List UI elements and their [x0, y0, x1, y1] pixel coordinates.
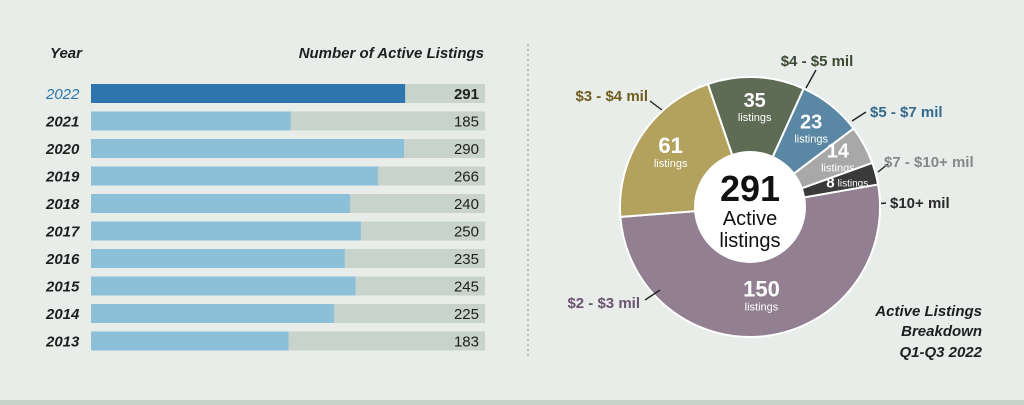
- center-total-value: 291: [720, 168, 780, 209]
- bar-value-label: 290: [454, 141, 479, 158]
- donut-hole: [694, 151, 806, 263]
- slice-value-label: 14: [827, 140, 850, 162]
- bar-value-label: 250: [454, 224, 479, 241]
- bar-value-label: 266: [454, 169, 479, 186]
- center-label-line-1: Active: [723, 208, 777, 230]
- slice-unit-label: listings: [838, 178, 869, 189]
- center-label-line-2: listings: [719, 230, 780, 252]
- callout-line: [805, 69, 817, 89]
- slice-unit-label: listings: [794, 133, 828, 145]
- bar-2014: [91, 304, 334, 323]
- year-label: 2014: [45, 306, 80, 323]
- bar-value-label: 245: [454, 279, 479, 296]
- bar-2017: [91, 221, 361, 241]
- year-column-header: Year: [50, 45, 83, 62]
- slice-unit-label: listings: [654, 158, 688, 170]
- callout-line: [877, 163, 889, 173]
- year-label: 2015: [45, 279, 80, 296]
- bar-chart: 2022 291 2021 185 2020 290 2019 266 2018 240 2017 2…: [45, 84, 485, 351]
- bar-value-label: 225: [454, 306, 479, 323]
- year-label: 2021: [45, 114, 79, 131]
- year-label: 2018: [45, 196, 80, 213]
- year-label: 2020: [45, 141, 80, 158]
- bar-value-label: 240: [454, 196, 479, 213]
- slice-category-label: $3 - $4 mil: [575, 88, 648, 105]
- slice-value-label: 150: [743, 276, 780, 301]
- slice-value-label: 35: [744, 90, 766, 112]
- caption-line-3: Q1-Q3 2022: [899, 344, 982, 361]
- bottom-rule: [0, 400, 1024, 405]
- slice-category-label: $5 - $7 mil: [870, 104, 943, 121]
- caption-line-1: Active Listings: [874, 303, 982, 320]
- bar-2022: [91, 84, 406, 103]
- bar-value-label: 185: [454, 114, 479, 131]
- year-label: 2013: [45, 334, 80, 351]
- listings-column-header: Number of Active Listings: [299, 45, 484, 62]
- bar-value-label: 235: [454, 251, 479, 268]
- bar-value-label: 291: [454, 86, 479, 103]
- bar-2013: [91, 331, 289, 351]
- slice-unit-label: listings: [745, 301, 779, 313]
- bar-2016: [91, 249, 345, 268]
- slice-value-label: 61: [658, 133, 682, 158]
- callout-line: [644, 289, 661, 301]
- year-label: 2017: [45, 224, 80, 241]
- caption-line-2: Breakdown: [901, 323, 982, 340]
- year-label: 2016: [45, 251, 80, 268]
- bar-2015: [91, 276, 356, 296]
- callout-line: [851, 111, 867, 122]
- bar-2020: [91, 139, 405, 158]
- donut-slice: [706, 76, 806, 210]
- bar-2019: [91, 166, 379, 186]
- slice-category-label: $2 - $3 mil: [567, 295, 640, 312]
- year-label: 2019: [45, 169, 80, 186]
- slice-category-label: $7 - $10+ mil: [884, 154, 974, 171]
- bar-value-label: 183: [454, 334, 479, 351]
- slice-value-label: 8: [826, 174, 834, 191]
- year-label: 2022: [45, 86, 80, 103]
- slice-category-label: $4 - $5 mil: [781, 53, 854, 70]
- slice-category-label: $10+ mil: [890, 195, 950, 212]
- bar-2018: [91, 194, 351, 213]
- callout-line: [649, 100, 663, 111]
- slice-value-label: 23: [800, 111, 822, 133]
- bar-2021: [91, 111, 291, 131]
- slice-unit-label: listings: [738, 112, 772, 124]
